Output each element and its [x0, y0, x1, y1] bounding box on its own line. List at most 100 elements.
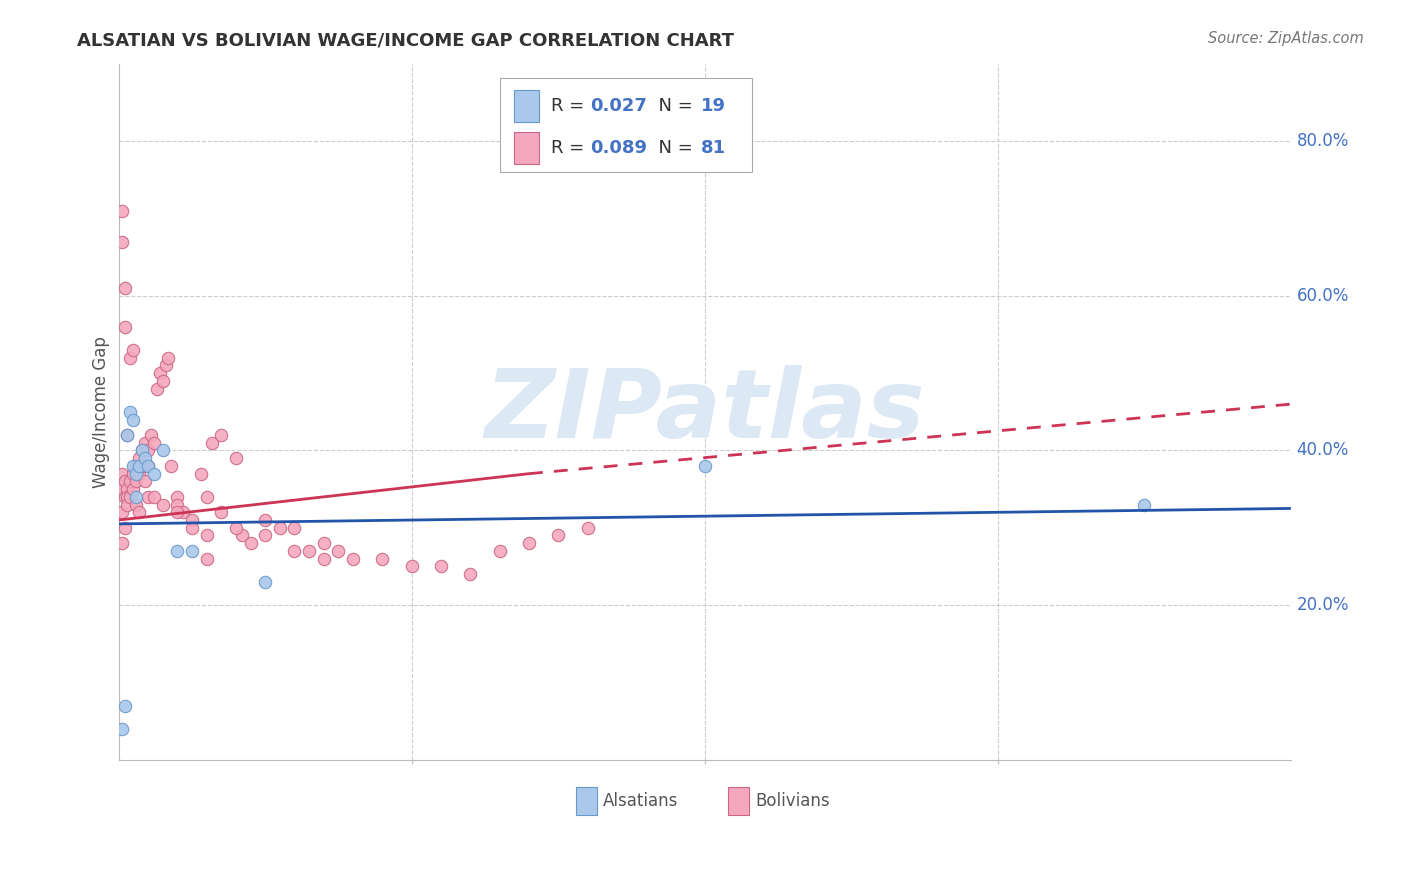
Point [131, 443, 153, 458]
Point [152, 374, 174, 388]
Point [488, 544, 510, 558]
Point [430, 559, 453, 574]
Point [139, 428, 162, 442]
Point [134, 435, 156, 450]
Point [114, 475, 136, 489]
FancyBboxPatch shape [513, 132, 540, 163]
Point [125, 490, 148, 504]
Point [125, 458, 148, 473]
Point [125, 467, 148, 481]
Point [110, 482, 132, 496]
Point [312, 536, 335, 550]
Point [136, 443, 159, 458]
Point [125, 475, 148, 489]
Text: Alsatians: Alsatians [603, 792, 678, 810]
Point [152, 443, 174, 458]
Point [122, 458, 145, 473]
Point [142, 435, 165, 450]
Point [149, 366, 172, 380]
Point [1133, 498, 1156, 512]
Point [114, 319, 136, 334]
Point [142, 490, 165, 504]
Point [131, 458, 153, 473]
Point [460, 567, 482, 582]
Text: R =: R = [551, 97, 591, 115]
Text: 0.089: 0.089 [591, 139, 647, 157]
Point [298, 544, 321, 558]
Point [254, 574, 277, 589]
Point [371, 551, 394, 566]
Point [114, 521, 136, 535]
Point [160, 458, 183, 473]
Text: Bolivians: Bolivians [755, 792, 830, 810]
Point [110, 722, 132, 736]
Point [122, 467, 145, 481]
Point [195, 490, 218, 504]
Point [110, 235, 132, 249]
Point [172, 505, 194, 519]
Point [134, 451, 156, 466]
Point [166, 505, 188, 519]
Point [576, 521, 599, 535]
Point [152, 498, 174, 512]
Point [283, 544, 305, 558]
Point [128, 458, 150, 473]
Point [157, 351, 180, 365]
Point [110, 467, 132, 481]
Point [120, 405, 142, 419]
Point [181, 521, 204, 535]
Point [114, 698, 136, 713]
Text: 60.0%: 60.0% [1296, 287, 1350, 305]
Text: 81: 81 [702, 139, 727, 157]
Point [114, 281, 136, 295]
Point [254, 528, 277, 542]
Text: ALSATIAN VS BOLIVIAN WAGE/INCOME GAP CORRELATION CHART: ALSATIAN VS BOLIVIAN WAGE/INCOME GAP COR… [77, 31, 734, 49]
Point [136, 458, 159, 473]
Text: 19: 19 [702, 97, 727, 115]
Point [209, 505, 232, 519]
Text: ZIPatlas: ZIPatlas [485, 366, 925, 458]
Point [128, 505, 150, 519]
Point [110, 536, 132, 550]
Point [122, 343, 145, 357]
Text: 40.0%: 40.0% [1296, 442, 1350, 459]
Point [225, 451, 247, 466]
Point [117, 428, 139, 442]
Point [110, 505, 132, 519]
Point [136, 458, 159, 473]
Text: 20.0%: 20.0% [1296, 596, 1350, 614]
Point [134, 475, 156, 489]
Point [283, 521, 305, 535]
Point [166, 498, 188, 512]
Point [190, 467, 212, 481]
Y-axis label: Wage/Income Gap: Wage/Income Gap [93, 336, 110, 488]
Text: 80.0%: 80.0% [1296, 132, 1350, 151]
Point [117, 498, 139, 512]
Point [312, 551, 335, 566]
Text: R =: R = [551, 139, 591, 157]
Point [166, 490, 188, 504]
Point [239, 536, 262, 550]
Point [155, 359, 177, 373]
Point [120, 490, 142, 504]
Point [128, 467, 150, 481]
Point [328, 544, 350, 558]
Point [342, 551, 364, 566]
Text: N =: N = [647, 139, 699, 157]
Point [136, 490, 159, 504]
Point [120, 351, 142, 365]
Point [231, 528, 253, 542]
FancyBboxPatch shape [728, 788, 749, 815]
Point [122, 412, 145, 426]
Point [195, 551, 218, 566]
Point [166, 544, 188, 558]
Point [547, 528, 569, 542]
Point [122, 482, 145, 496]
Point [401, 559, 423, 574]
Point [209, 428, 232, 442]
Text: N =: N = [647, 97, 699, 115]
Point [120, 475, 142, 489]
Point [131, 443, 153, 458]
Point [254, 513, 277, 527]
Point [131, 458, 153, 473]
